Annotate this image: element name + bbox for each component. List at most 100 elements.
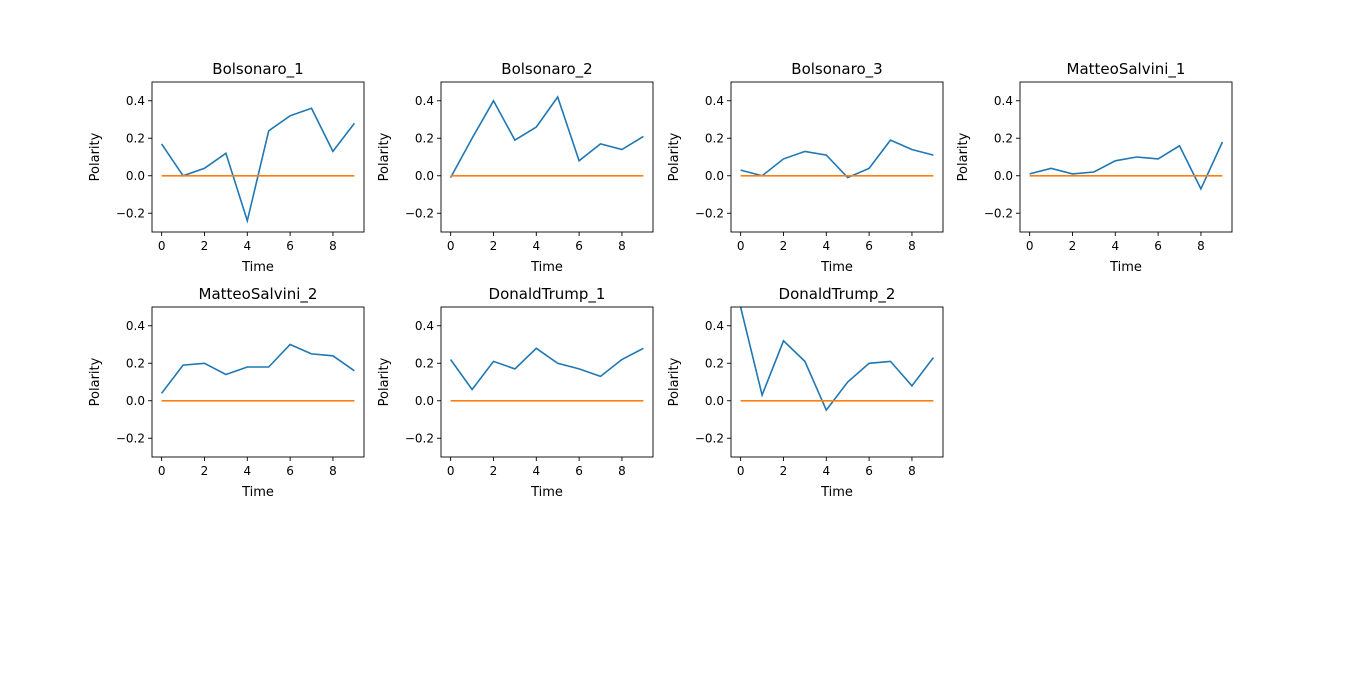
x-tick-label: 4 — [822, 464, 830, 478]
y-tick-label: 0.4 — [705, 94, 724, 108]
y-axis-label: Polarity — [88, 357, 103, 406]
x-tick-label: 4 — [1111, 239, 1119, 253]
x-tick-label: 0 — [737, 239, 745, 253]
subplot-title: Bolsonaro_3 — [791, 60, 882, 79]
x-axis-label: Time — [530, 485, 563, 500]
y-tick-label: 0.0 — [415, 394, 434, 408]
y-tick-label: 0.4 — [705, 319, 724, 333]
y-tick-label: 0.0 — [126, 394, 145, 408]
x-axis-label: Time — [820, 260, 853, 275]
y-tick-label: 0.2 — [415, 131, 434, 145]
y-tick-label: −0.2 — [405, 206, 434, 220]
polarity-series-line — [449, 347, 644, 391]
x-tick-label: 6 — [1154, 239, 1162, 253]
y-tick-label: 0.0 — [705, 394, 724, 408]
x-tick-label: 6 — [575, 464, 583, 478]
x-tick-label: 0 — [447, 464, 455, 478]
y-tick-label: −0.2 — [116, 206, 145, 220]
y-tick-label: 0.2 — [705, 131, 724, 145]
y-tick-label: 0.2 — [126, 356, 145, 370]
subplot-title: DonaldTrump_2 — [779, 285, 896, 304]
x-tick-label: 0 — [1026, 239, 1034, 253]
x-tick-label: 4 — [532, 239, 540, 253]
y-tick-label: 0.4 — [126, 94, 145, 108]
y-tick-label: 0.0 — [415, 169, 434, 183]
subplot-title: MatteoSalvini_2 — [199, 285, 318, 304]
axes-frame — [151, 306, 365, 458]
y-tick-label: 0.0 — [705, 169, 724, 183]
subplot-matteosalvini-1: 0 2 4 6 8 −0.2 0.0 0.2 0.4 MatteoSalvini_1 Time Pol… — [956, 60, 1233, 275]
y-tick-label: 0.0 — [994, 169, 1013, 183]
x-axis-label: Time — [820, 485, 853, 500]
polarity-series-line — [160, 343, 355, 394]
subplot-donaldtrump-1: 0 2 4 6 8 −0.2 0.0 0.2 0.4 DonaldTrump_1 Time Polar… — [377, 285, 654, 500]
y-tick-label: 0.4 — [994, 94, 1013, 108]
polarity-series-line — [739, 307, 935, 412]
y-tick-label: 0.2 — [994, 131, 1013, 145]
subplot-bolsonaro-3: 0 2 4 6 8 −0.2 0.0 0.2 0.4 Bolsonaro_3 Time Polarit… — [667, 60, 944, 275]
x-tick-label: 0 — [158, 239, 166, 253]
subplot-title: Bolsonaro_1 — [212, 60, 303, 79]
x-tick-label: 6 — [575, 239, 583, 253]
x-tick-label: 8 — [1197, 239, 1205, 253]
y-axis-label: Polarity — [88, 132, 103, 181]
axes-frame — [151, 81, 365, 233]
x-tick-label: 0 — [737, 464, 745, 478]
y-tick-label: −0.2 — [405, 431, 434, 445]
polarity-series-line — [740, 139, 934, 179]
x-tick-label: 4 — [243, 239, 251, 253]
y-tick-label: 0.2 — [705, 356, 724, 370]
y-tick-label: −0.2 — [695, 431, 724, 445]
y-tick-label: −0.2 — [116, 431, 145, 445]
subplot-bolsonaro-2: 0 2 4 6 8 −0.2 0.0 0.2 0.4 Bolsonaro_2 Time Polarit… — [377, 60, 654, 275]
polarity-series-line — [1029, 141, 1224, 191]
subplot-title: DonaldTrump_1 — [489, 285, 606, 304]
subplot-bolsonaro-1: 0 2 4 6 8 −0.2 0.0 0.2 0.4 Bolsonaro_1 Time Polarit… — [88, 60, 365, 275]
x-axis-label: Time — [1109, 260, 1142, 275]
axes-frame — [1019, 81, 1233, 233]
subplot-matteosalvini-2: 0 2 4 6 8 −0.2 0.0 0.2 0.4 MatteoSalvini_2 Time Pol… — [88, 285, 365, 500]
subplot-title: Bolsonaro_2 — [501, 60, 592, 79]
y-axis-label: Polarity — [956, 132, 971, 181]
axes-frame — [730, 81, 944, 233]
x-tick-label: 6 — [865, 464, 873, 478]
x-tick-label: 6 — [286, 464, 294, 478]
x-tick-label: 2 — [780, 464, 788, 478]
x-tick-label: 8 — [329, 239, 337, 253]
x-tick-label: 2 — [490, 239, 498, 253]
x-tick-label: 2 — [201, 464, 209, 478]
x-tick-label: 4 — [822, 239, 830, 253]
x-tick-label: 6 — [286, 239, 294, 253]
x-tick-label: 8 — [618, 464, 626, 478]
x-tick-label: 2 — [201, 239, 209, 253]
x-tick-label: 8 — [908, 464, 916, 478]
x-tick-label: 8 — [329, 464, 337, 478]
y-tick-label: −0.2 — [695, 206, 724, 220]
x-tick-label: 6 — [865, 239, 873, 253]
subplot-title: MatteoSalvini_1 — [1067, 60, 1186, 79]
x-tick-label: 8 — [618, 239, 626, 253]
x-tick-label: 4 — [243, 464, 251, 478]
x-axis-label: Time — [241, 260, 274, 275]
x-tick-label: 2 — [490, 464, 498, 478]
y-tick-label: 0.0 — [126, 169, 145, 183]
y-axis-label: Polarity — [377, 132, 392, 181]
x-tick-label: 4 — [532, 464, 540, 478]
x-tick-label: 2 — [780, 239, 788, 253]
y-tick-label: 0.4 — [415, 319, 434, 333]
y-axis-label: Polarity — [667, 132, 682, 181]
polarity-series-line — [160, 107, 356, 224]
x-tick-label: 8 — [908, 239, 916, 253]
subplot-donaldtrump-2: 0 2 4 6 8 −0.2 0.0 0.2 0.4 DonaldTrump_2 Time Polar… — [667, 285, 944, 500]
y-axis-label: Polarity — [377, 357, 392, 406]
y-axis-label: Polarity — [667, 357, 682, 406]
x-axis-label: Time — [241, 485, 274, 500]
x-tick-label: 0 — [447, 239, 455, 253]
y-tick-label: 0.4 — [126, 319, 145, 333]
y-tick-label: 0.2 — [415, 356, 434, 370]
x-tick-label: 2 — [1069, 239, 1077, 253]
axes-frame — [440, 81, 654, 233]
x-axis-label: Time — [530, 260, 563, 275]
y-tick-label: −0.2 — [984, 206, 1013, 220]
